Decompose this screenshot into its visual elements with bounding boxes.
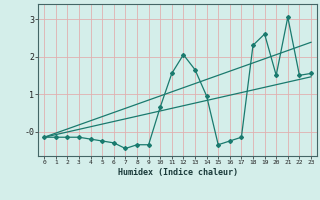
X-axis label: Humidex (Indice chaleur): Humidex (Indice chaleur) — [118, 168, 238, 177]
